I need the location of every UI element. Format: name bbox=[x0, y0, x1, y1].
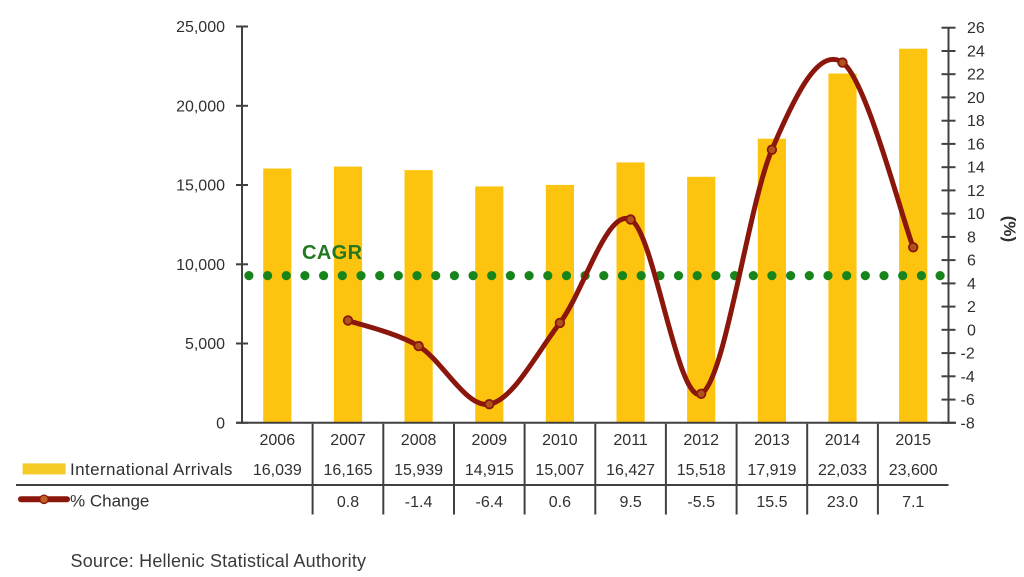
svg-text:15,000: 15,000 bbox=[176, 178, 225, 195]
svg-text:20: 20 bbox=[967, 90, 985, 107]
svg-text:15,939: 15,939 bbox=[394, 462, 443, 479]
svg-text:24: 24 bbox=[967, 44, 985, 61]
svg-text:22: 22 bbox=[967, 67, 985, 84]
svg-text:2013: 2013 bbox=[754, 432, 790, 449]
svg-text:-6: -6 bbox=[961, 392, 975, 409]
svg-text:4: 4 bbox=[967, 276, 976, 293]
svg-text:0: 0 bbox=[967, 322, 976, 339]
svg-text:-6.4: -6.4 bbox=[476, 494, 504, 511]
svg-text:International Arrivals: International Arrivals bbox=[70, 460, 233, 479]
svg-text:9.5: 9.5 bbox=[619, 494, 641, 511]
svg-text:-1.4: -1.4 bbox=[405, 494, 433, 511]
svg-text:2011: 2011 bbox=[613, 432, 648, 449]
svg-text:15,007: 15,007 bbox=[535, 462, 584, 479]
svg-text:10: 10 bbox=[967, 206, 985, 223]
svg-text:0: 0 bbox=[216, 415, 225, 432]
svg-text:2010: 2010 bbox=[542, 432, 578, 449]
svg-text:15,518: 15,518 bbox=[677, 462, 726, 479]
svg-text:10,000: 10,000 bbox=[176, 257, 225, 274]
svg-text:Source: Hellenic Statistical A: Source: Hellenic Statistical Authority bbox=[71, 551, 367, 571]
svg-text:16: 16 bbox=[967, 136, 985, 153]
svg-text:23,600: 23,600 bbox=[889, 462, 938, 479]
svg-text:17,919: 17,919 bbox=[747, 462, 796, 479]
svg-text:23.0: 23.0 bbox=[827, 494, 858, 511]
svg-text:16,039: 16,039 bbox=[253, 462, 302, 479]
svg-text:14: 14 bbox=[967, 160, 985, 177]
svg-text:14,915: 14,915 bbox=[465, 462, 514, 479]
svg-text:0.6: 0.6 bbox=[549, 494, 571, 511]
svg-text:CAGR: CAGR bbox=[302, 242, 363, 264]
svg-text:25,000: 25,000 bbox=[176, 19, 225, 36]
svg-text:12: 12 bbox=[967, 183, 985, 200]
svg-text:22,033: 22,033 bbox=[818, 462, 867, 479]
svg-text:2014: 2014 bbox=[825, 432, 861, 449]
svg-text:18: 18 bbox=[967, 113, 985, 130]
svg-text:8: 8 bbox=[967, 229, 976, 246]
svg-text:-2: -2 bbox=[961, 346, 975, 363]
svg-text:15.5: 15.5 bbox=[756, 494, 787, 511]
svg-text:7.1: 7.1 bbox=[902, 494, 924, 511]
svg-text:6: 6 bbox=[967, 253, 976, 270]
svg-text:0.8: 0.8 bbox=[337, 494, 359, 511]
svg-text:2008: 2008 bbox=[401, 432, 437, 449]
svg-text:5,000: 5,000 bbox=[185, 336, 225, 353]
svg-text:2009: 2009 bbox=[472, 432, 508, 449]
svg-text:20,000: 20,000 bbox=[176, 98, 225, 115]
svg-text:2012: 2012 bbox=[683, 432, 719, 449]
svg-text:16,165: 16,165 bbox=[324, 462, 373, 479]
svg-text:(%): (%) bbox=[1000, 216, 1019, 242]
svg-text:16,427: 16,427 bbox=[606, 462, 655, 479]
svg-text:-4: -4 bbox=[961, 369, 975, 386]
svg-text:-5.5: -5.5 bbox=[687, 494, 715, 511]
svg-text:2015: 2015 bbox=[895, 432, 931, 449]
svg-text:% Change: % Change bbox=[70, 492, 149, 511]
svg-text:26: 26 bbox=[967, 20, 985, 37]
svg-text:2006: 2006 bbox=[260, 432, 296, 449]
svg-text:-8: -8 bbox=[961, 415, 975, 432]
svg-text:2007: 2007 bbox=[330, 432, 366, 449]
svg-text:2: 2 bbox=[967, 299, 976, 316]
